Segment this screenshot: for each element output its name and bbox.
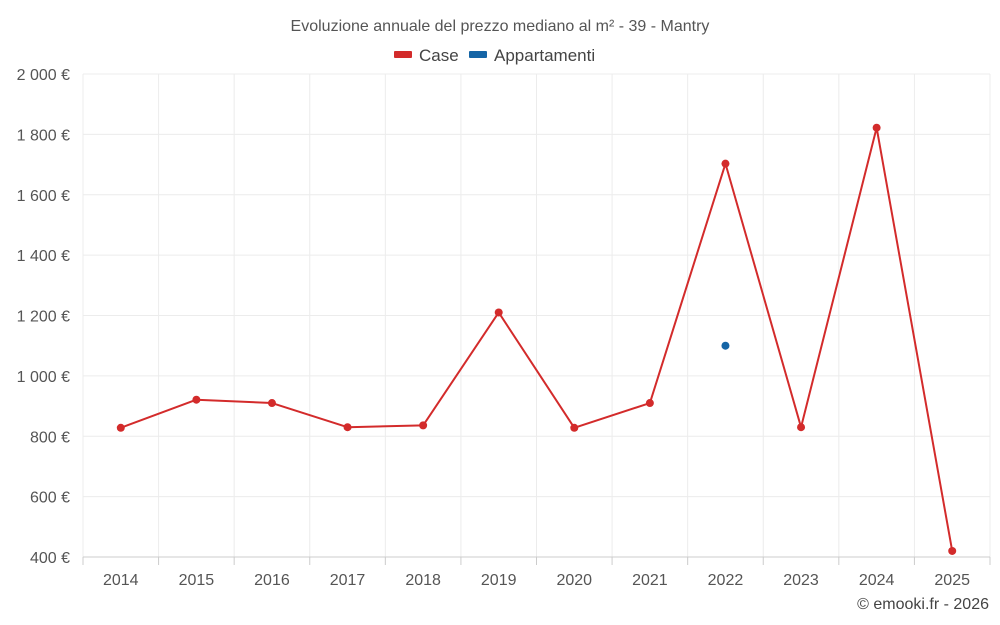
x-tick-label: 2015 bbox=[179, 572, 215, 589]
legend-item-case[interactable]: Case bbox=[394, 46, 459, 65]
x-tick-label: 2021 bbox=[632, 572, 668, 589]
data-point-case-2018[interactable] bbox=[419, 421, 428, 430]
data-point-case-2024[interactable] bbox=[872, 123, 881, 132]
x-tick-label: 2018 bbox=[405, 572, 441, 589]
y-tick-label: 1 200 € bbox=[17, 309, 70, 326]
y-tick-label: 400 € bbox=[30, 550, 70, 567]
data-point-case-2025[interactable] bbox=[948, 546, 957, 555]
data-point-case-2016[interactable] bbox=[267, 399, 276, 408]
y-axis-ticks: 400 € 600 € 800 € 1 000 € 1 200 € 1 400 € 1 60… bbox=[17, 67, 70, 567]
data-point-case-2014[interactable] bbox=[116, 423, 125, 432]
x-axis-ticks: 2014 2015 2016 2017 2018 2019 2020 2021 2022 2023… bbox=[103, 572, 970, 589]
legend-item-appartamenti[interactable]: Appartamenti bbox=[469, 46, 595, 65]
series-appartamenti bbox=[721, 341, 730, 350]
x-tick-label: 2016 bbox=[254, 572, 290, 589]
chart-title: Evoluzione annuale del prezzo mediano al… bbox=[291, 18, 710, 35]
legend-swatch-appartamenti bbox=[469, 51, 487, 58]
x-tick-label: 2023 bbox=[783, 572, 819, 589]
series-line-case bbox=[120, 126, 954, 552]
legend-swatch-case bbox=[394, 51, 412, 58]
data-point-case-2017[interactable] bbox=[343, 423, 352, 432]
y-tick-label: 1 000 € bbox=[17, 369, 70, 386]
y-tick-label: 600 € bbox=[30, 490, 70, 507]
data-point-case-2023[interactable] bbox=[797, 423, 806, 432]
y-tick-label: 2 000 € bbox=[17, 67, 70, 84]
data-point-case-2015[interactable] bbox=[192, 395, 201, 404]
data-point-case-2020[interactable] bbox=[570, 423, 579, 432]
x-tick-label: 2020 bbox=[556, 572, 592, 589]
series-case bbox=[116, 123, 957, 555]
legend: Case Appartamenti bbox=[394, 46, 595, 65]
x-tick-label: 2017 bbox=[330, 572, 366, 589]
x-tick-label: 2025 bbox=[934, 572, 970, 589]
data-point-case-2022[interactable] bbox=[721, 159, 730, 168]
x-tick-label: 2022 bbox=[708, 572, 744, 589]
y-tick-label: 1 800 € bbox=[17, 127, 70, 144]
y-tick-label: 800 € bbox=[30, 429, 70, 446]
y-tick-label: 1 600 € bbox=[17, 188, 70, 205]
legend-label-case: Case bbox=[419, 46, 459, 65]
data-point-case-2019[interactable] bbox=[494, 308, 503, 317]
data-point-appartamenti-2022[interactable] bbox=[721, 341, 730, 350]
x-tick-label: 2024 bbox=[859, 572, 895, 589]
x-tick-label: 2019 bbox=[481, 572, 517, 589]
y-tick-label: 1 400 € bbox=[17, 248, 70, 265]
legend-label-appartamenti: Appartamenti bbox=[494, 46, 595, 65]
grid-lines bbox=[82, 73, 991, 557]
x-tick-label: 2014 bbox=[103, 572, 139, 589]
credit-text: © emooki.fr - 2026 bbox=[857, 596, 989, 613]
axes bbox=[82, 556, 991, 565]
data-point-case-2021[interactable] bbox=[645, 399, 654, 408]
series bbox=[116, 123, 957, 555]
